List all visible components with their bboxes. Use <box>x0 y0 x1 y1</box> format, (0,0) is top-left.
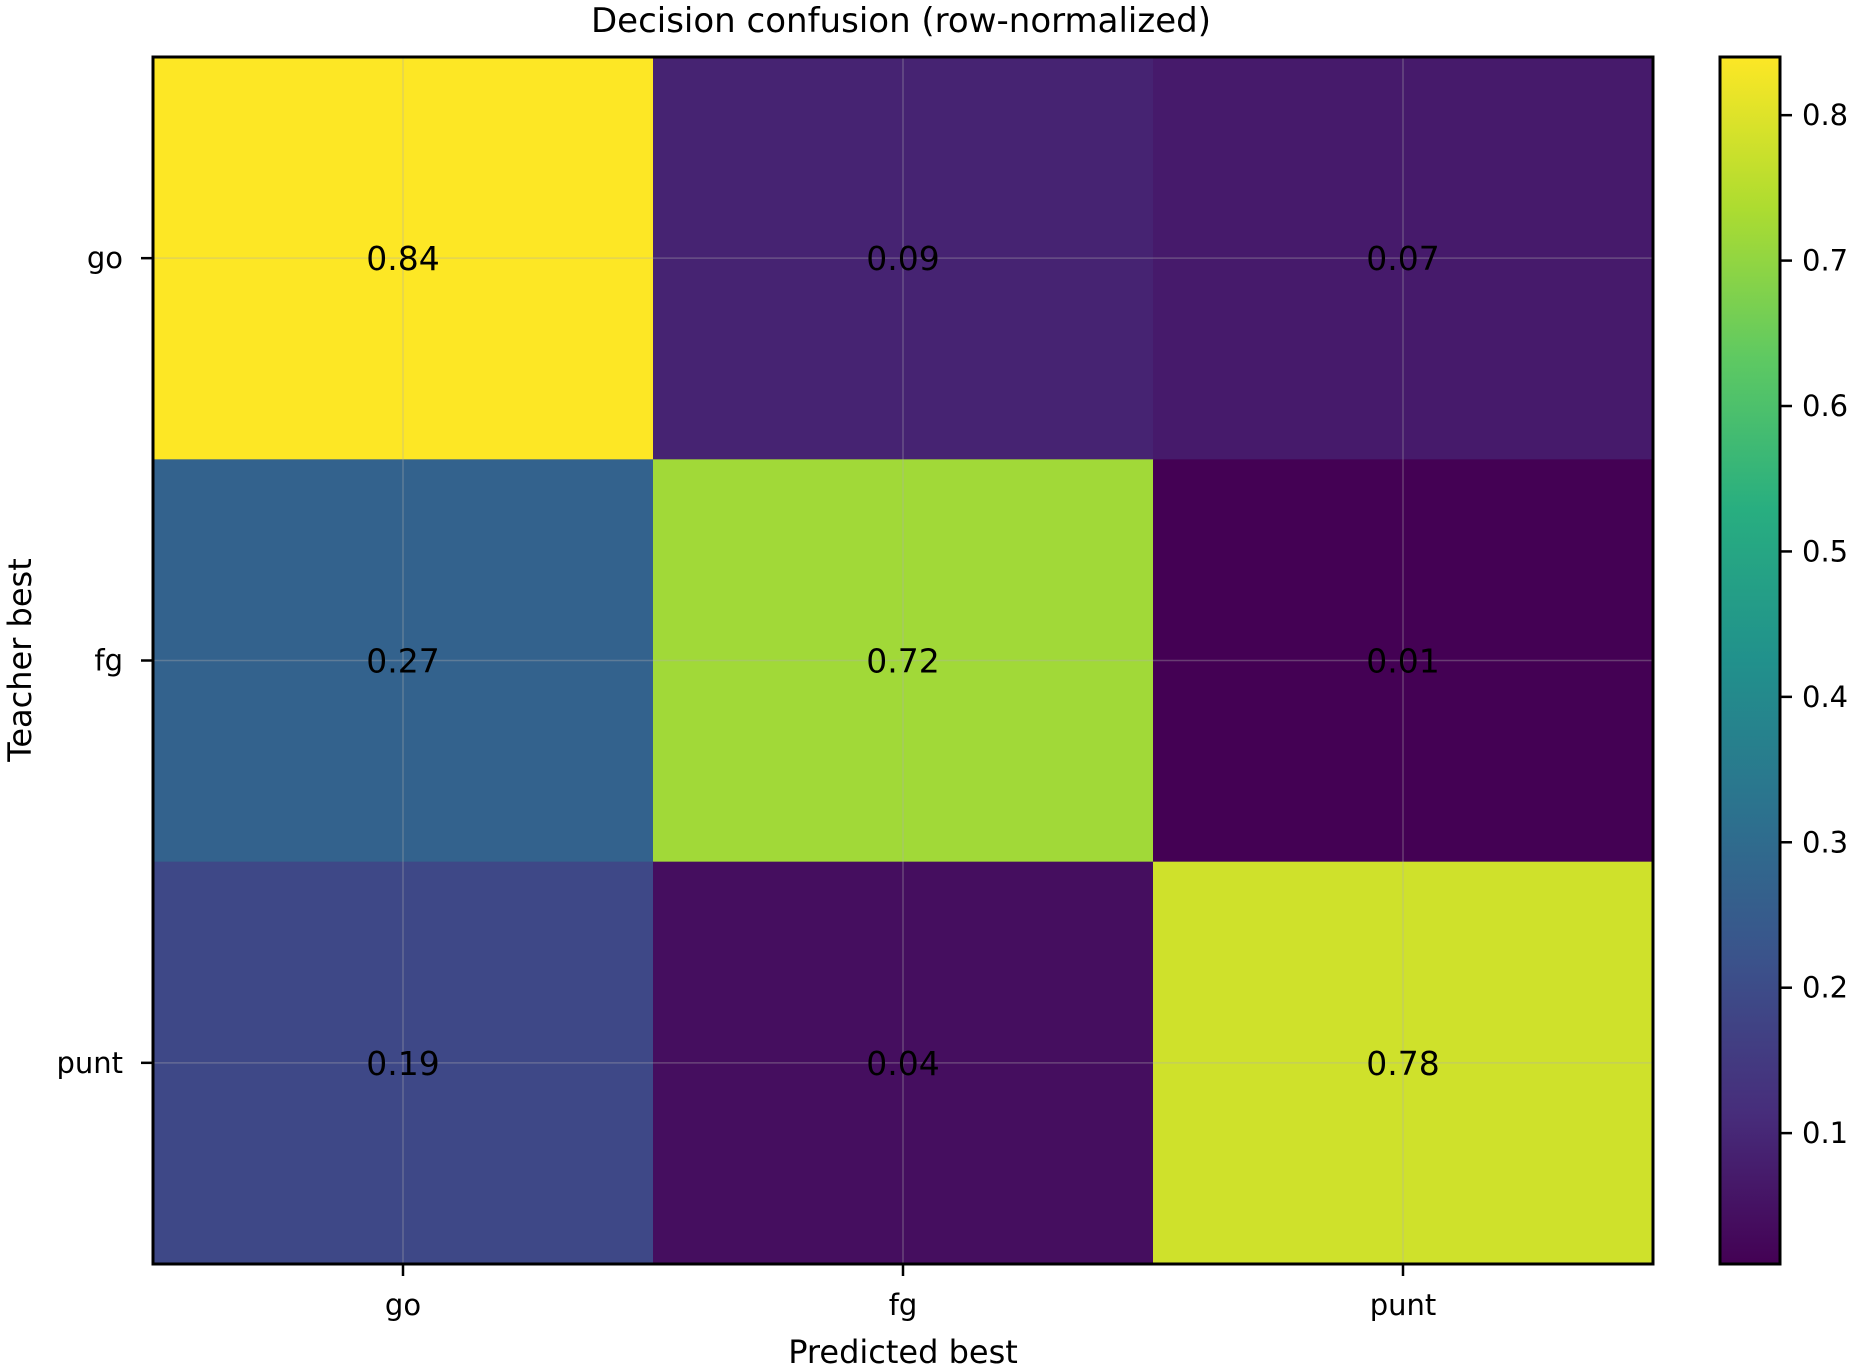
x-tick-label: fg <box>889 1288 918 1322</box>
y-axis-label: Teacher best <box>1 558 39 763</box>
heatmap-cell <box>153 861 654 1265</box>
y-tick-label: go <box>87 241 123 275</box>
heatmap-cell <box>653 459 1154 863</box>
heatmap-cell <box>153 57 654 460</box>
cell-value-label: 0.78 <box>1366 1044 1439 1083</box>
colorbar-tick-label: 0.2 <box>1802 971 1848 1005</box>
colorbar-tick-label: 0.8 <box>1802 98 1848 132</box>
cell-value-labels: 0.84 0.09 0.07 0.27 0.72 0.01 0.19 0.04 0.78 <box>366 239 1439 1083</box>
grid-lines <box>153 57 1653 1264</box>
cell-value-label: 0.84 <box>366 239 439 278</box>
heatmap-cell <box>653 57 1154 460</box>
heatmap-cell <box>1153 459 1654 863</box>
cell-value-label: 0.09 <box>866 239 939 278</box>
y-axis-ticks: go fg punt <box>56 241 153 1080</box>
colorbar <box>1718 55 1782 1266</box>
x-axis-label: Predicted best <box>788 1333 1018 1371</box>
colorbar-tick-label: 0.3 <box>1802 825 1848 859</box>
colorbar-ticks: 0.1 0.2 0.3 0.4 0.5 0.6 0.7 0.8 <box>1780 98 1848 1150</box>
x-tick-label: go <box>385 1288 421 1322</box>
heatmap-cell <box>653 861 1154 1265</box>
cell-value-label: 0.07 <box>1366 239 1439 278</box>
heatmap-cell <box>1153 57 1654 460</box>
chart-title: Decision confusion (row-normalized) <box>591 1 1211 41</box>
x-tick-label: punt <box>1370 1288 1437 1322</box>
colorbar-tick-label: 0.1 <box>1802 1116 1848 1150</box>
cell-value-label: 0.01 <box>1366 642 1439 681</box>
x-axis-ticks: go fg punt <box>385 1264 1436 1322</box>
cell-value-label: 0.04 <box>866 1044 939 1083</box>
colorbar-tick-label: 0.5 <box>1802 534 1848 568</box>
y-tick-label: punt <box>56 1046 123 1080</box>
colorbar-tick-label: 0.7 <box>1802 244 1848 278</box>
colorbar-tick-label: 0.6 <box>1802 389 1848 423</box>
cell-value-label: 0.27 <box>366 642 439 681</box>
colorbar-tick-label: 0.4 <box>1802 680 1848 714</box>
cell-value-label: 0.72 <box>866 642 939 681</box>
heatmap-cell <box>1153 861 1654 1265</box>
heatmap-cell <box>153 459 654 863</box>
heatmap-cells <box>153 57 1654 1265</box>
cell-value-label: 0.19 <box>366 1044 439 1083</box>
y-tick-label: fg <box>94 644 123 678</box>
